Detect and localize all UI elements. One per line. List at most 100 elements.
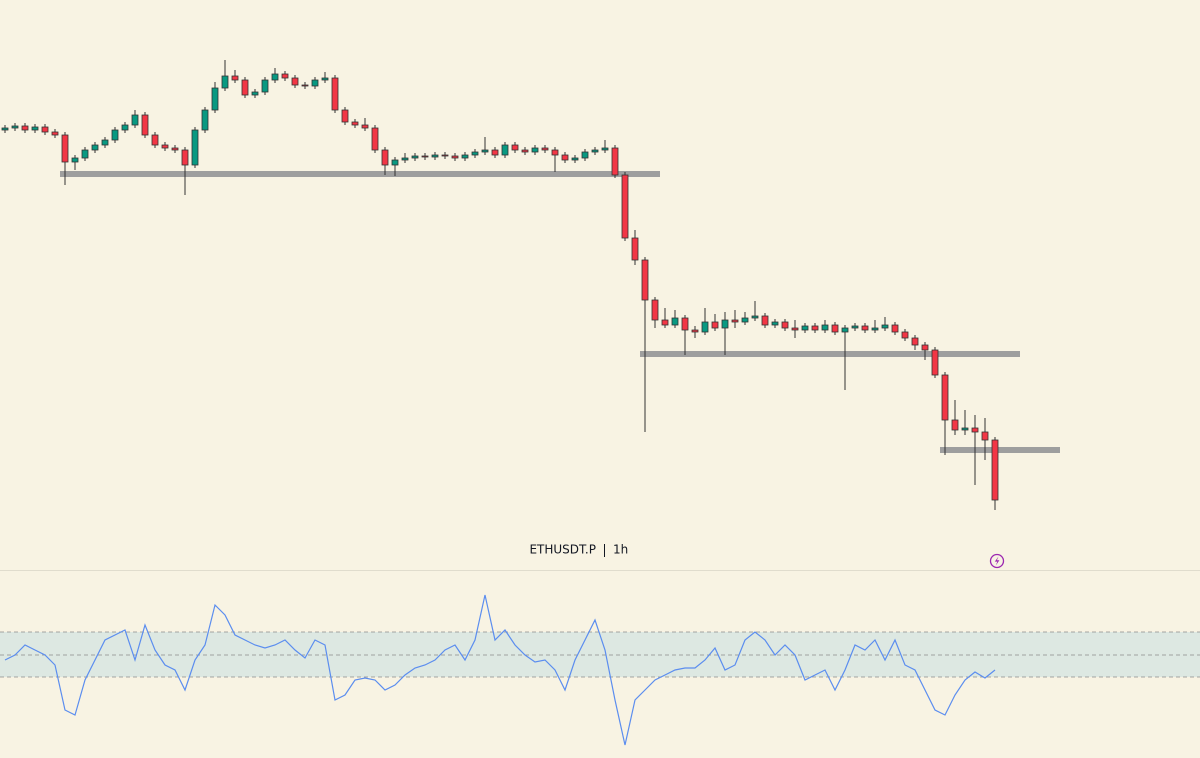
- candle-body: [181, 149, 189, 166]
- candle-body: [231, 75, 239, 81]
- candle-body: [251, 91, 259, 96]
- levels: [60, 171, 1060, 453]
- candle-body: [241, 79, 249, 96]
- candle-body: [281, 73, 289, 79]
- candle-body: [441, 154, 449, 157]
- candle-body: [581, 151, 589, 159]
- candle-body: [361, 124, 369, 129]
- candle-body: [591, 149, 599, 153]
- candle-body: [291, 77, 299, 86]
- candle-body: [171, 147, 179, 151]
- candle-body: [951, 419, 959, 431]
- candle-body: [1, 127, 9, 131]
- candle-body: [891, 324, 899, 333]
- candle-body: [271, 73, 279, 81]
- candle-body: [811, 325, 819, 331]
- candle-body: [101, 139, 109, 146]
- candle-body: [531, 147, 539, 153]
- candle-body: [471, 151, 479, 156]
- candle-body: [301, 84, 309, 87]
- candle-body: [411, 155, 419, 159]
- candle-body: [621, 174, 629, 239]
- candle-body: [421, 155, 429, 158]
- candle-body: [681, 317, 689, 331]
- candle-body: [481, 149, 489, 153]
- candle-body: [211, 87, 219, 111]
- candle-body: [981, 431, 989, 441]
- oscillator-line: [4, 594, 996, 746]
- candle-body: [921, 344, 929, 351]
- candle-body: [961, 427, 969, 431]
- candle-body: [311, 79, 319, 87]
- candle-body: [51, 131, 59, 136]
- candle-body: [881, 324, 889, 329]
- candle-body: [611, 147, 619, 176]
- candle-body: [91, 144, 99, 151]
- alert-icon[interactable]: [989, 553, 1005, 569]
- candle-body: [831, 324, 839, 333]
- candle-body: [191, 129, 199, 166]
- candle-body: [501, 144, 509, 156]
- candle-body: [111, 129, 119, 141]
- candle-body: [541, 147, 549, 151]
- candle-body: [631, 237, 639, 261]
- candle-body: [351, 121, 359, 126]
- candle-body: [701, 321, 709, 333]
- candle-body: [741, 317, 749, 323]
- candle-body: [771, 321, 779, 326]
- interval: 1h: [613, 543, 628, 557]
- oscillator-pane: [0, 594, 1200, 746]
- candle-body: [261, 79, 269, 93]
- candle-body: [81, 149, 89, 159]
- candle-body: [651, 299, 659, 321]
- candle-body: [21, 125, 29, 131]
- candle-body: [661, 319, 669, 326]
- candle-body: [71, 157, 79, 163]
- candles: [1, 60, 999, 510]
- candle-body: [161, 144, 169, 149]
- candle-body: [781, 321, 789, 329]
- candle-body: [511, 144, 519, 151]
- candle-body: [761, 315, 769, 326]
- oscillator-band: [0, 632, 1200, 677]
- candle-body: [841, 327, 849, 333]
- candle-body: [151, 134, 159, 146]
- candle-body: [791, 327, 799, 331]
- candle-body: [41, 126, 49, 133]
- candle-body: [551, 149, 559, 156]
- candle-body: [131, 114, 139, 126]
- candle-body: [121, 124, 129, 131]
- candle-body: [731, 319, 739, 323]
- candle-body: [221, 75, 229, 89]
- candle-body: [941, 374, 949, 421]
- candle-body: [521, 149, 529, 153]
- candle-body: [901, 331, 909, 339]
- candle-body: [601, 147, 609, 151]
- candle-body: [691, 329, 699, 333]
- candle-body: [461, 154, 469, 159]
- candle-body: [821, 324, 829, 331]
- candle-body: [371, 127, 379, 151]
- candle-body: [61, 134, 69, 163]
- candle-body: [391, 159, 399, 166]
- candle-body: [571, 157, 579, 161]
- candle-body: [641, 259, 649, 301]
- candle-body: [671, 317, 679, 326]
- candle-body: [381, 149, 389, 166]
- candle-body: [851, 325, 859, 329]
- candle-body: [201, 109, 209, 131]
- candle-body: [801, 325, 809, 331]
- symbol: ETHUSDT.P: [529, 543, 596, 557]
- candle-body: [861, 325, 869, 331]
- candle-body: [401, 157, 409, 161]
- candle-body: [31, 126, 39, 131]
- candle-body: [11, 125, 19, 129]
- candle-body: [991, 439, 999, 501]
- candle-body: [711, 321, 719, 329]
- candle-body: [911, 337, 919, 346]
- candle-body: [141, 114, 149, 136]
- candle-body: [321, 77, 329, 81]
- candle-body: [751, 315, 759, 319]
